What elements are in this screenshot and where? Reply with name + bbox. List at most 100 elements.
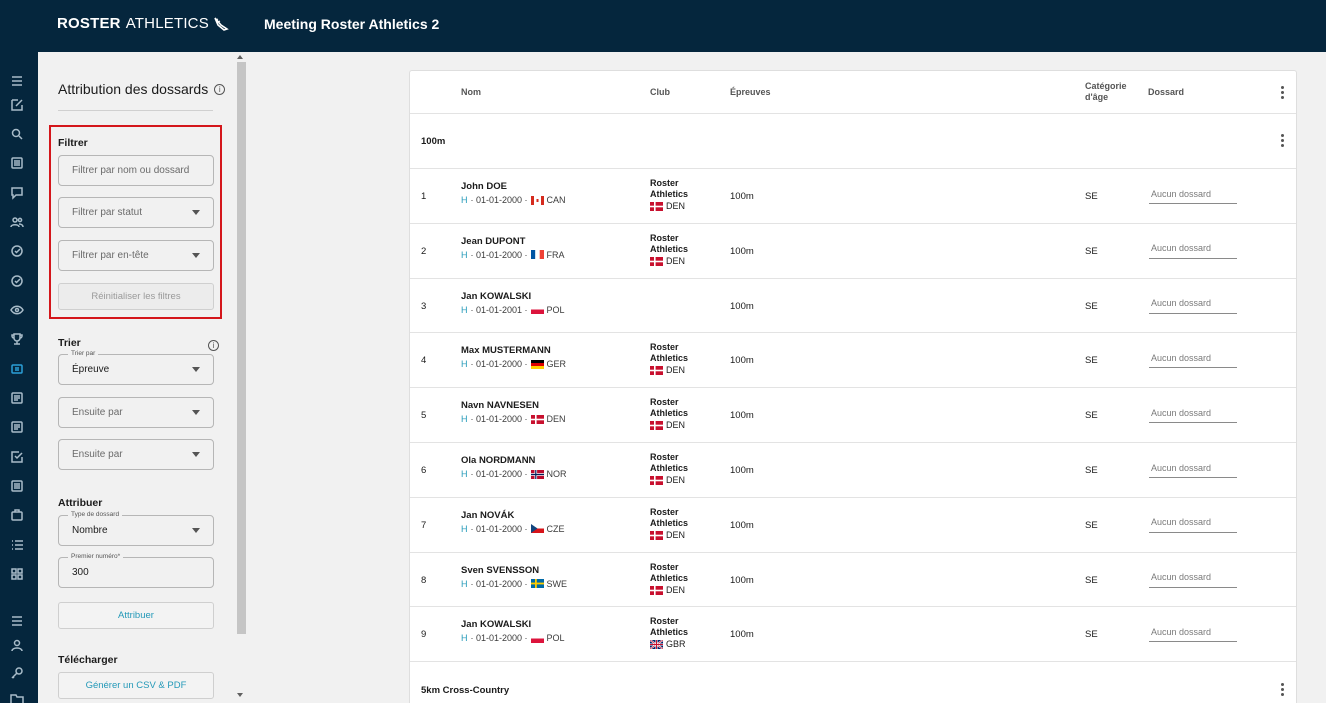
eye-icon[interactable] (10, 303, 24, 317)
menu-icon[interactable] (10, 74, 24, 88)
athlete-cell[interactable]: Jean DUPONT H · 01-01-2000 · FRA (461, 236, 565, 260)
club-country: DEN (650, 201, 688, 212)
den-flag-icon (650, 585, 663, 595)
checkbox-icon[interactable] (10, 450, 24, 464)
status-filter-select[interactable]: Filtrer par statut (58, 197, 214, 228)
athlete-cell[interactable]: Jan KOWALSKI H · 01-01-2001 · POL (461, 291, 565, 315)
athlete-details: H · 01-01-2000 · NOR (461, 469, 567, 479)
then-by-select-1[interactable]: Ensuite par (58, 397, 214, 428)
briefcase-icon[interactable] (10, 508, 24, 522)
menu-icon[interactable] (10, 614, 24, 628)
bib-input[interactable]: Aucun dossard (1149, 348, 1237, 369)
bib-input[interactable]: Aucun dossard (1149, 184, 1237, 204)
document-icon[interactable] (10, 479, 24, 493)
athlete-cell[interactable]: John DOE H · 01-01-2000 · CAN (461, 181, 566, 205)
club-country: DEN (650, 420, 688, 431)
more-vert-icon[interactable] (1281, 86, 1284, 101)
more-vert-icon[interactable] (1281, 134, 1284, 149)
document-icon[interactable] (10, 391, 24, 405)
bib-input[interactable]: Aucun dossard (1149, 239, 1237, 259)
bib-input[interactable]: Aucun dossard (1149, 568, 1237, 588)
header-filter-select[interactable]: Filtrer par en-tête (58, 240, 214, 271)
user-icon[interactable] (10, 638, 24, 652)
generate-csv-pdf-button[interactable]: Générer un CSV & PDF (58, 672, 214, 699)
athlete-cell[interactable]: Sven SVENSSON H · 01-01-2000 · SWE (461, 565, 567, 589)
brand-logo[interactable]: ROSTER ATHLETICS (57, 15, 230, 32)
athlete-cell[interactable]: Max MUSTERMANN H · 01-01-2000 · GER (461, 345, 566, 369)
club-name-line1: Roster (650, 342, 679, 353)
athlete-name[interactable]: Navn NAVNESEN (461, 400, 539, 412)
athlete-name[interactable]: Jan KOWALSKI (461, 619, 532, 631)
scroll-up-arrow[interactable] (237, 55, 243, 59)
can-flag-icon (530, 195, 544, 205)
row-number: 7 (421, 519, 427, 531)
key-icon[interactable] (10, 666, 24, 680)
more-vert-icon[interactable] (1281, 683, 1284, 698)
col-header-name[interactable]: Nom (461, 87, 481, 97)
assign-button[interactable]: Attribuer (58, 602, 214, 629)
bib-input[interactable]: Aucun dossard (1149, 513, 1237, 533)
edit-icon[interactable] (10, 98, 24, 112)
club-country: DEN (650, 585, 688, 596)
assign-section-label: Attribuer (58, 497, 103, 509)
bib-input[interactable]: Aucun dossard (1149, 403, 1237, 424)
club-country-code: DEN (666, 584, 686, 595)
col-header-events[interactable]: Épreuves (730, 87, 771, 97)
trophy-icon[interactable] (10, 332, 24, 346)
age-category-cell: SE (1085, 465, 1098, 476)
athlete-cell[interactable]: Ola NORDMANN H · 01-01-2000 · NOR (461, 455, 567, 479)
check-circle-icon[interactable] (10, 244, 24, 258)
bib-icon[interactable] (10, 362, 24, 376)
info-icon[interactable]: i (214, 83, 226, 95)
birth-date: · 01-01-2000 · (470, 249, 528, 260)
divider (410, 387, 1296, 389)
athlete-name[interactable]: Ola NORDMANN (461, 455, 536, 466)
athlete-name[interactable]: Sven SVENSSON (461, 564, 540, 576)
scrollbar-thumb[interactable] (237, 62, 246, 634)
list-ordered-icon[interactable] (10, 538, 24, 552)
club-country: DEN (650, 365, 688, 376)
then-by-select-2[interactable]: Ensuite par (58, 439, 214, 470)
divider (410, 332, 1296, 334)
col-header-age-category[interactable]: Catégorie d'âge (1085, 81, 1127, 103)
chevron-down-icon (192, 210, 200, 215)
name-filter-input[interactable]: Filtrer par nom ou dossard (58, 155, 214, 186)
sort-by-legend: Trier par (68, 350, 99, 358)
event-cell: 100m (730, 355, 754, 367)
den-flag-icon (650, 421, 663, 431)
bib-type-select[interactable]: Type de dossard Nombre (58, 511, 214, 546)
document-icon[interactable] (10, 420, 24, 434)
sort-info[interactable]: i (202, 335, 219, 353)
folder-icon[interactable] (10, 692, 24, 703)
athlete-name[interactable]: Jan KOWALSKI (461, 290, 532, 302)
col-header-club[interactable]: Club (650, 87, 670, 97)
athlete-name[interactable]: John DOE (461, 181, 507, 192)
grid-icon[interactable] (10, 567, 24, 581)
athlete-name[interactable]: Jean DUPONT (461, 235, 526, 247)
event-cell: 100m (730, 191, 754, 202)
reset-filters-button[interactable]: Réinitialiser les filtres (58, 283, 214, 310)
check-circle-icon[interactable] (10, 274, 24, 288)
athlete-cell[interactable]: Navn NAVNESEN H · 01-01-2000 · DEN (461, 400, 566, 424)
bib-input[interactable]: Aucun dossard (1149, 458, 1237, 478)
bib-input[interactable]: Aucun dossard (1149, 622, 1237, 643)
scroll-down-arrow[interactable] (237, 693, 243, 697)
birth-date: · 01-01-2000 · (470, 469, 528, 479)
sort-by-select[interactable]: Trier par Épreuve (58, 350, 214, 385)
search-icon[interactable] (10, 127, 24, 141)
club-name-line1: Roster (650, 178, 679, 188)
athlete-name[interactable]: Max MUSTERMANN (461, 345, 551, 357)
users-icon[interactable] (10, 215, 24, 229)
athlete-name[interactable]: Jan NOVÁK (461, 509, 515, 521)
athlete-cell[interactable]: Jan NOVÁK H · 01-01-2000 · CZE (461, 510, 565, 534)
info-icon[interactable]: i (208, 340, 219, 351)
divider (410, 551, 1296, 553)
club-name-line1: Roster (650, 561, 679, 572)
list-icon[interactable] (10, 156, 24, 170)
col-header-bib[interactable]: Dossard (1148, 87, 1185, 97)
chat-icon[interactable] (10, 186, 24, 200)
first-number-input[interactable]: Premier numéro* 300 (58, 553, 214, 588)
athlete-cell[interactable]: Jan KOWALSKI H · 01-01-2000 · POL (461, 619, 565, 643)
bib-input[interactable]: Aucun dossard (1149, 294, 1237, 314)
nationality-code: POL (546, 304, 565, 315)
